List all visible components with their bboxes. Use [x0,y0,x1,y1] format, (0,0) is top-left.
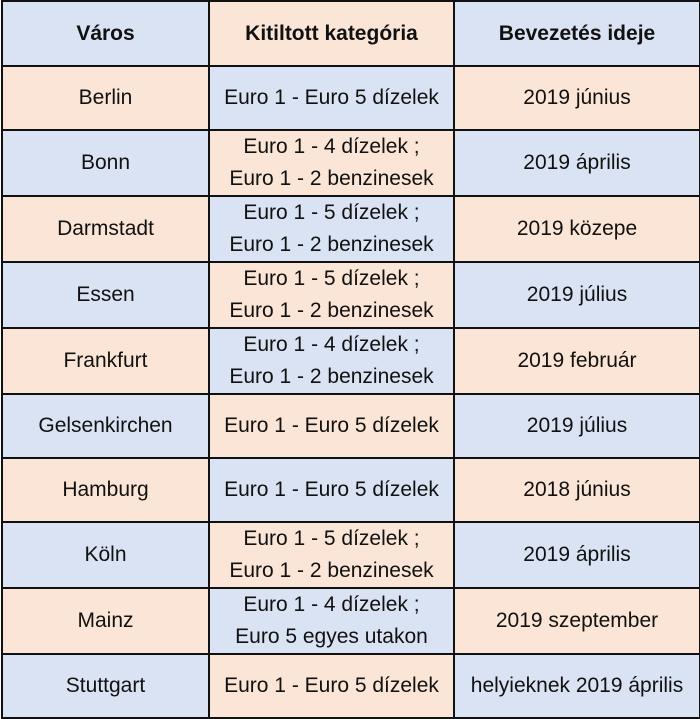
cell-city: Hamburg [1,457,210,523]
cell-date: 2019 június [453,65,700,131]
category-line: Euro 1 - 5 dízelek ; [243,267,420,290]
cell-category: Euro 1 - Euro 5 dízelek [208,65,455,131]
cell-category: Euro 1 - Euro 5 dízelek [208,393,455,459]
category-line: Euro 1 - Euro 5 dízelek [224,86,439,109]
table-row: Frankfurt Euro 1 - 4 dízelek ; Euro 1 - 2 … [1,327,700,395]
cell-date: 2019 július [453,393,700,459]
header-category: Kitiltott kategória [208,0,455,67]
cell-category: Euro 1 - 4 dízelek ; Euro 1 - 2 benzinese… [208,327,455,395]
table-row: Essen Euro 1 - 5 dízelek ; Euro 1 - 2 benz… [1,261,700,329]
cell-category: Euro 1 - Euro 5 dízelek [208,457,455,523]
cell-category: Euro 1 - 4 dízelek ; Euro 1 - 2 benzinese… [208,129,455,197]
cell-city: Stuttgart [1,653,210,719]
cell-city: Bonn [1,129,210,197]
category-line: Euro 1 - 5 dízelek ; [243,527,420,550]
category-line: Euro 1 - 2 benzinesek [229,167,434,190]
header-city: Város [1,0,210,67]
cell-category: Euro 1 - Euro 5 dízelek [208,653,455,719]
cell-date: helyieknek 2019 április [453,653,700,719]
table-row: Stuttgart Euro 1 - Euro 5 dízelek helyiekn… [1,653,700,719]
category-line: Euro 1 - 2 benzinesek [229,559,434,582]
table-row: Gelsenkirchen Euro 1 - Euro 5 dízelek 2019… [1,393,700,459]
header-row: Város Kitiltott kategória Bevezetés idej… [1,0,700,67]
cell-date: 2019 április [453,129,700,197]
cell-city: Köln [1,521,210,589]
cell-city: Mainz [1,587,210,655]
cell-date: 2019 közepe [453,195,700,263]
cell-city: Essen [1,261,210,329]
table-row: Hamburg Euro 1 - Euro 5 dízelek 2018 júniu… [1,457,700,523]
cell-date: 2018 június [453,457,700,523]
table-row: Darmstadt Euro 1 - 5 dízelek ; Euro 1 - 2 … [1,195,700,263]
cell-date: 2019 február [453,327,700,395]
table-row: Berlin Euro 1 - Euro 5 dízelek 2019 június [1,65,700,131]
category-line: Euro 1 - Euro 5 dízelek [224,674,439,697]
category-line: Euro 1 - 4 dízelek ; [243,333,420,356]
category-line: Euro 1 - 5 dízelek ; [243,201,420,224]
cell-date: 2019 szeptember [453,587,700,655]
table-row: Köln Euro 1 - 5 dízelek ; Euro 1 - 2 benzi… [1,521,700,589]
cell-category: Euro 1 - 5 dízelek ; Euro 1 - 2 benzinese… [208,195,455,263]
cell-city: Gelsenkirchen [1,393,210,459]
cell-city: Darmstadt [1,195,210,263]
category-line: Euro 1 - 4 dízelek ; [243,135,420,158]
table-body: Berlin Euro 1 - Euro 5 dízelek 2019 június… [1,65,700,719]
category-line: Euro 1 - Euro 5 dízelek [224,414,439,437]
category-line: Euro 1 - 4 dízelek ; [243,593,420,616]
category-line: Euro 1 - Euro 5 dízelek [224,478,439,501]
table-row: Bonn Euro 1 - 4 dízelek ; Euro 1 - 2 benzi… [1,129,700,197]
table-row: Mainz Euro 1 - 4 dízelek ; Euro 5 egyes ut… [1,587,700,655]
cell-date: 2019 július [453,261,700,329]
cell-date: 2019 április [453,521,700,589]
category-line: Euro 1 - 2 benzinesek [229,299,434,322]
cell-city: Berlin [1,65,210,131]
category-line: Euro 1 - 2 benzinesek [229,233,434,256]
cell-category: Euro 1 - 5 dízelek ; Euro 1 - 2 benzinese… [208,261,455,329]
header-date: Bevezetés ideje [453,0,700,67]
cell-category: Euro 1 - 4 dízelek ; Euro 5 egyes utakon [208,587,455,655]
cell-city: Frankfurt [1,327,210,395]
category-line: Euro 1 - 2 benzinesek [229,365,434,388]
category-line: Euro 5 egyes utakon [235,625,428,648]
cell-category: Euro 1 - 5 dízelek ; Euro 1 - 2 benzinese… [208,521,455,589]
